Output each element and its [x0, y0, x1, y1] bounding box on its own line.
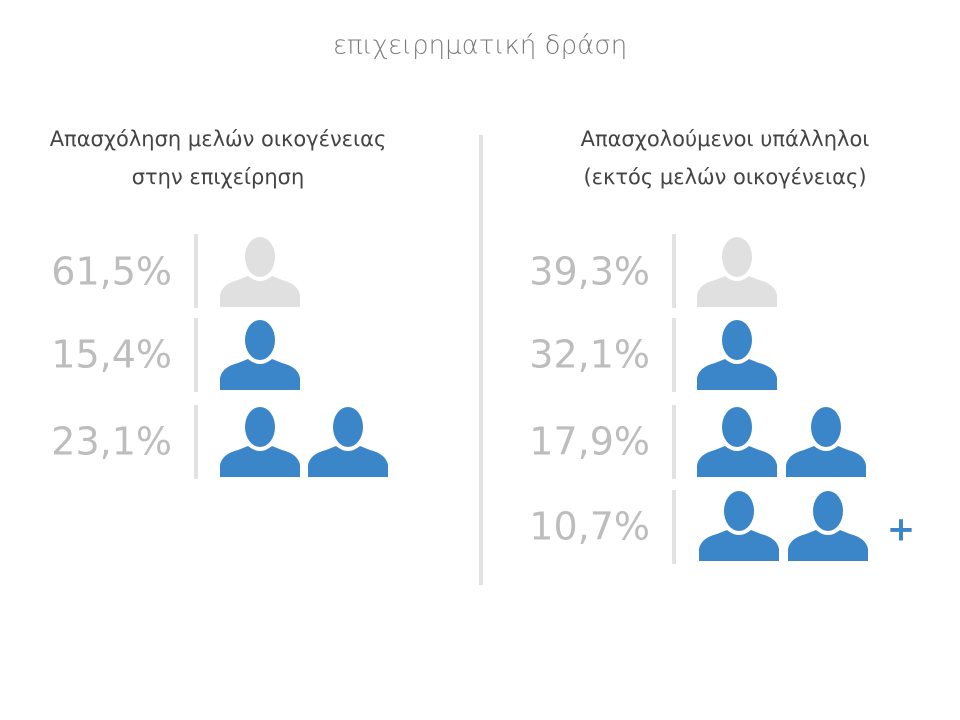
person-icon: [220, 320, 300, 390]
separator: [194, 234, 198, 308]
more-indicator: +: [887, 510, 916, 550]
percentage: 23,1%: [51, 420, 172, 464]
separator: [194, 405, 198, 479]
percentage: 32,1%: [529, 333, 650, 377]
separator: [672, 490, 676, 564]
heading: (εκτός μελών οικογένειας): [583, 165, 866, 189]
person-icon: [308, 407, 388, 477]
person-icon: [220, 407, 300, 477]
person-icon: [220, 237, 300, 307]
heading: στην επιχείρηση: [132, 165, 305, 189]
percentage: 39,3%: [529, 250, 650, 294]
separator: [194, 318, 198, 392]
title: επιχειρηματική δράση: [333, 31, 627, 61]
person-icon: [697, 407, 777, 477]
percentage: 61,5%: [51, 250, 172, 294]
percentage: 17,9%: [529, 420, 650, 464]
separator: [672, 318, 676, 392]
heading: Απασχόληση μελών οικογένειας: [50, 127, 387, 151]
percentage: 15,4%: [51, 333, 172, 377]
person-icon: [786, 407, 866, 477]
person-icon: [788, 491, 868, 561]
person-icon: [699, 491, 779, 561]
person-icon: [697, 237, 777, 307]
percentage: 10,7%: [529, 505, 650, 549]
separator: [672, 234, 676, 308]
separator: [672, 405, 676, 479]
heading: Απασχολούμενοι υπάλληλοι: [581, 127, 870, 151]
person-icon: [697, 320, 777, 390]
divider: [479, 135, 483, 585]
